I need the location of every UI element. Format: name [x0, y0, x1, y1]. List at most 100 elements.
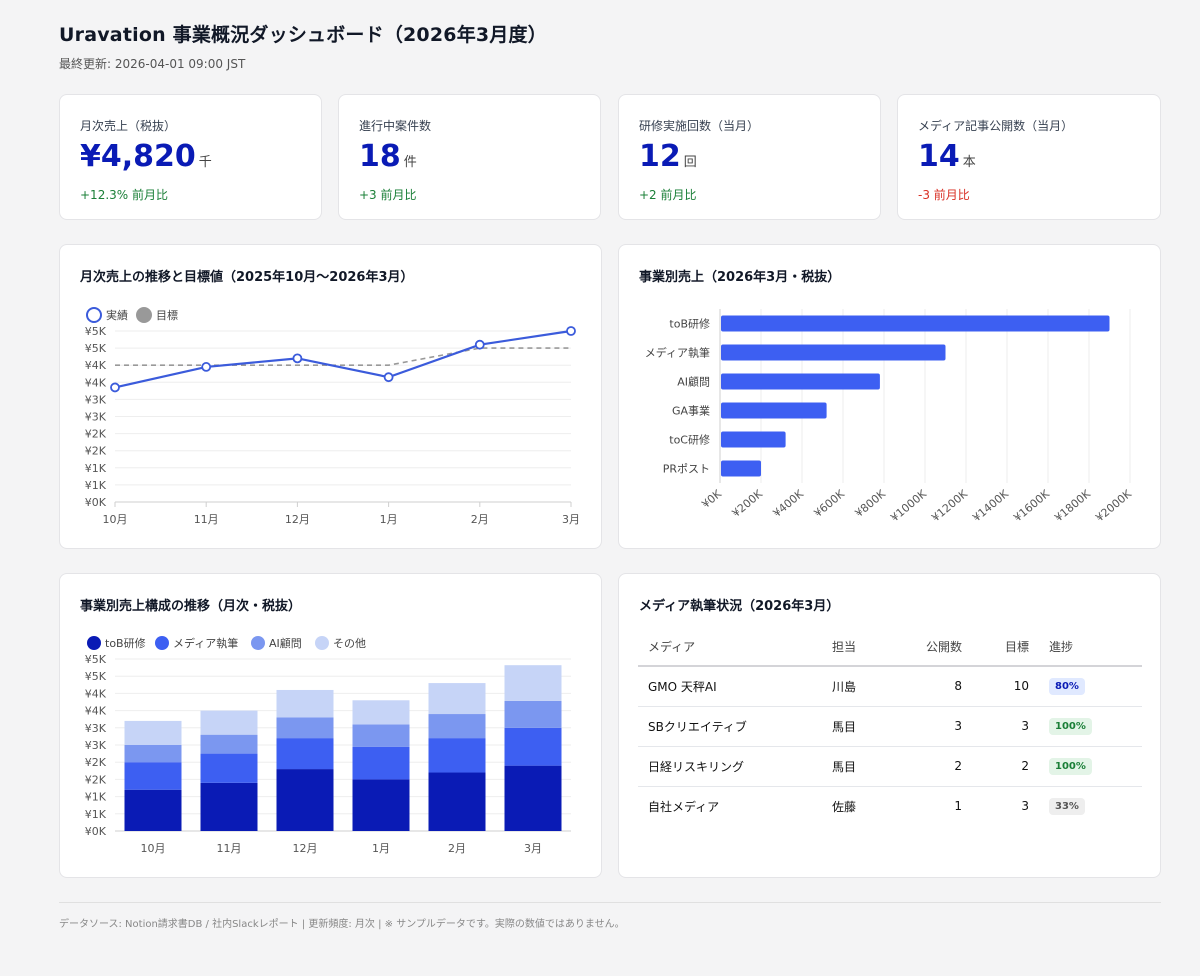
kpi-unit: 件 — [403, 155, 417, 170]
kpi-delta: +2 前月比 — [639, 188, 697, 202]
y-tick-label: toB研修 — [669, 317, 710, 331]
data-point-actual — [566, 326, 576, 336]
y-tick-label: ¥0K — [85, 496, 107, 509]
table-header-row: メディア 担当 公開数 目標 進捗 — [638, 628, 1142, 667]
y-tick-label: ¥2K — [85, 428, 107, 441]
y-tick-label: ¥2K — [85, 773, 107, 786]
stacked-bar-segment — [352, 700, 410, 725]
target-count: 3 — [972, 706, 1039, 747]
y-tick-label: ¥0K — [85, 825, 107, 838]
data-point-actual — [383, 372, 394, 383]
media-name: GMO 天秤AI — [638, 666, 822, 707]
kpi-card-projects: 進行中案件数 18 件 +3 前月比 — [338, 94, 601, 220]
legend-label: toB研修 — [105, 636, 146, 650]
legend-swatch-actual — [86, 307, 102, 323]
y-tick-label: ¥1K — [85, 462, 107, 475]
x-tick-label: ¥1000K — [888, 487, 929, 525]
last-updated: 最終更新: 2026-04-01 09:00 JST — [59, 57, 246, 71]
x-tick-label: 12月 — [293, 842, 318, 855]
legend-label: AI顧問 — [269, 636, 302, 650]
footer-note: データソース: Notion請求書DB / 社内Slackレポート | 更新頻度… — [59, 919, 625, 930]
legend-swatch — [251, 636, 265, 650]
data-point-actual — [474, 339, 485, 350]
stacked-bar-segment — [428, 683, 486, 715]
stacked-bar-segment — [276, 689, 334, 718]
page-header: Uravation 事業概況ダッシュボード（2026年3月度） 最終更新: 20… — [59, 20, 547, 72]
kpi-value: 18 — [359, 139, 401, 174]
target-count: 10 — [972, 666, 1039, 707]
table-row: SBクリエイティブ 馬目 3 3 100% — [638, 706, 1142, 747]
x-tick-label: 10月 — [141, 842, 166, 855]
x-tick-label: ¥600K — [812, 487, 848, 520]
x-tick-label: 3月 — [524, 842, 542, 855]
bar — [721, 373, 880, 390]
col-header-published: 公開数 — [892, 628, 972, 667]
y-tick-label: ¥1K — [85, 791, 107, 804]
x-tick-label: ¥0K — [699, 487, 724, 511]
kpi-unit: 本 — [962, 155, 976, 170]
x-tick-label: 1月 — [372, 842, 390, 855]
stacked-bar-segment — [428, 714, 486, 739]
y-tick-label: ¥4K — [85, 705, 107, 718]
x-tick-label: ¥1600K — [1011, 487, 1052, 525]
target-count: 3 — [1021, 799, 1029, 814]
x-tick-label: ¥1200K — [929, 487, 970, 525]
data-point-actual — [110, 382, 120, 393]
business-revenue-card: 事業別売上（2026年3月・税抜） ¥0K ¥200K ¥400K ¥600K ¥800… — [618, 244, 1161, 549]
y-tick-label: ¥5K — [85, 670, 107, 683]
progress-badge: 33% — [1049, 797, 1085, 815]
series-line-target — [115, 347, 571, 366]
stacked-bar-segment — [352, 746, 410, 780]
owner-name: 川島 — [822, 666, 892, 707]
bar — [721, 431, 786, 448]
y-tick-label: ¥5K — [85, 325, 107, 338]
chart-title: 事業別売上（2026年3月・税抜） — [639, 270, 841, 285]
kpi-delta: -3 前月比 — [918, 188, 970, 202]
progress-badge: 100% — [1049, 717, 1092, 735]
x-tick-label: 11月 — [194, 513, 219, 526]
y-tick-label: ¥1K — [85, 479, 107, 492]
stacked-bar-segment — [124, 762, 182, 790]
y-tick-label: ¥3K — [85, 722, 107, 735]
col-header-owner: 担当 — [822, 628, 892, 667]
y-tick-label: メディア執筆 — [645, 346, 710, 360]
x-tick-label: ¥1800K — [1052, 487, 1093, 525]
stacked-bar-segment — [124, 745, 182, 763]
y-tick-label: PRポスト — [663, 463, 710, 476]
legend-label-target: 目標 — [156, 308, 178, 322]
revenue-composition-card: 事業別売上構成の推移（月次・税抜） ¥0K ¥1K ¥1K ¥2K ¥2K ¥3K ¥3K ¥… — [59, 573, 602, 878]
kpi-card-trainings: 研修実施回数（当月） 12 回 +2 前月比 — [618, 94, 881, 220]
chart-title: 事業別売上構成の推移（月次・税抜） — [80, 599, 302, 614]
legend-swatch — [87, 636, 101, 650]
data-point-actual — [201, 362, 212, 372]
series-line-actual — [114, 329, 572, 389]
kpi-value: 12 — [639, 139, 681, 174]
published-count: 3 — [892, 706, 972, 747]
table-row: GMO 天秤AI 川島 8 10 80% — [638, 666, 1142, 707]
revenue-composition-chart: ¥0K ¥1K ¥1K ¥2K ¥2K ¥3K ¥3K ¥4K ¥4K ¥5K ¥5K 10月 11月 1… — [85, 636, 571, 855]
stacked-bar-segment — [276, 717, 334, 739]
business-revenue-chart: ¥0K ¥200K ¥400K ¥600K ¥800K ¥1000K ¥1200K ¥1400… — [645, 309, 1135, 525]
x-tick-label: 2月 — [471, 513, 489, 526]
x-tick-label: 12月 — [285, 513, 310, 526]
y-tick-label: AI顧問 — [677, 375, 710, 389]
bar — [721, 460, 761, 477]
kpi-unit: 回 — [683, 155, 697, 170]
table-row: 日経リスキリング 馬目 2 2 100% — [638, 746, 1142, 787]
kpi-label: 進行中案件数 — [359, 119, 432, 133]
y-tick-label: ¥4K — [85, 376, 107, 389]
target-count: 2 — [972, 746, 1039, 787]
x-tick-label: ¥1400K — [970, 487, 1011, 525]
owner-name: 馬目 — [822, 706, 892, 747]
legend-label-actual: 実績 — [106, 308, 128, 322]
y-tick-label: ¥5K — [85, 342, 107, 355]
progress-badge: 100% — [1049, 757, 1092, 775]
legend-swatch — [315, 636, 329, 650]
x-tick-label: 1月 — [380, 513, 398, 526]
legend-label: メディア執筆 — [173, 636, 238, 650]
stacked-bar-segment — [504, 727, 562, 766]
progress-badge: 80% — [1049, 677, 1085, 695]
x-tick-label: ¥400K — [771, 487, 807, 520]
kpi-unit: 千 — [198, 155, 212, 170]
x-tick-label: ¥800K — [853, 487, 889, 520]
